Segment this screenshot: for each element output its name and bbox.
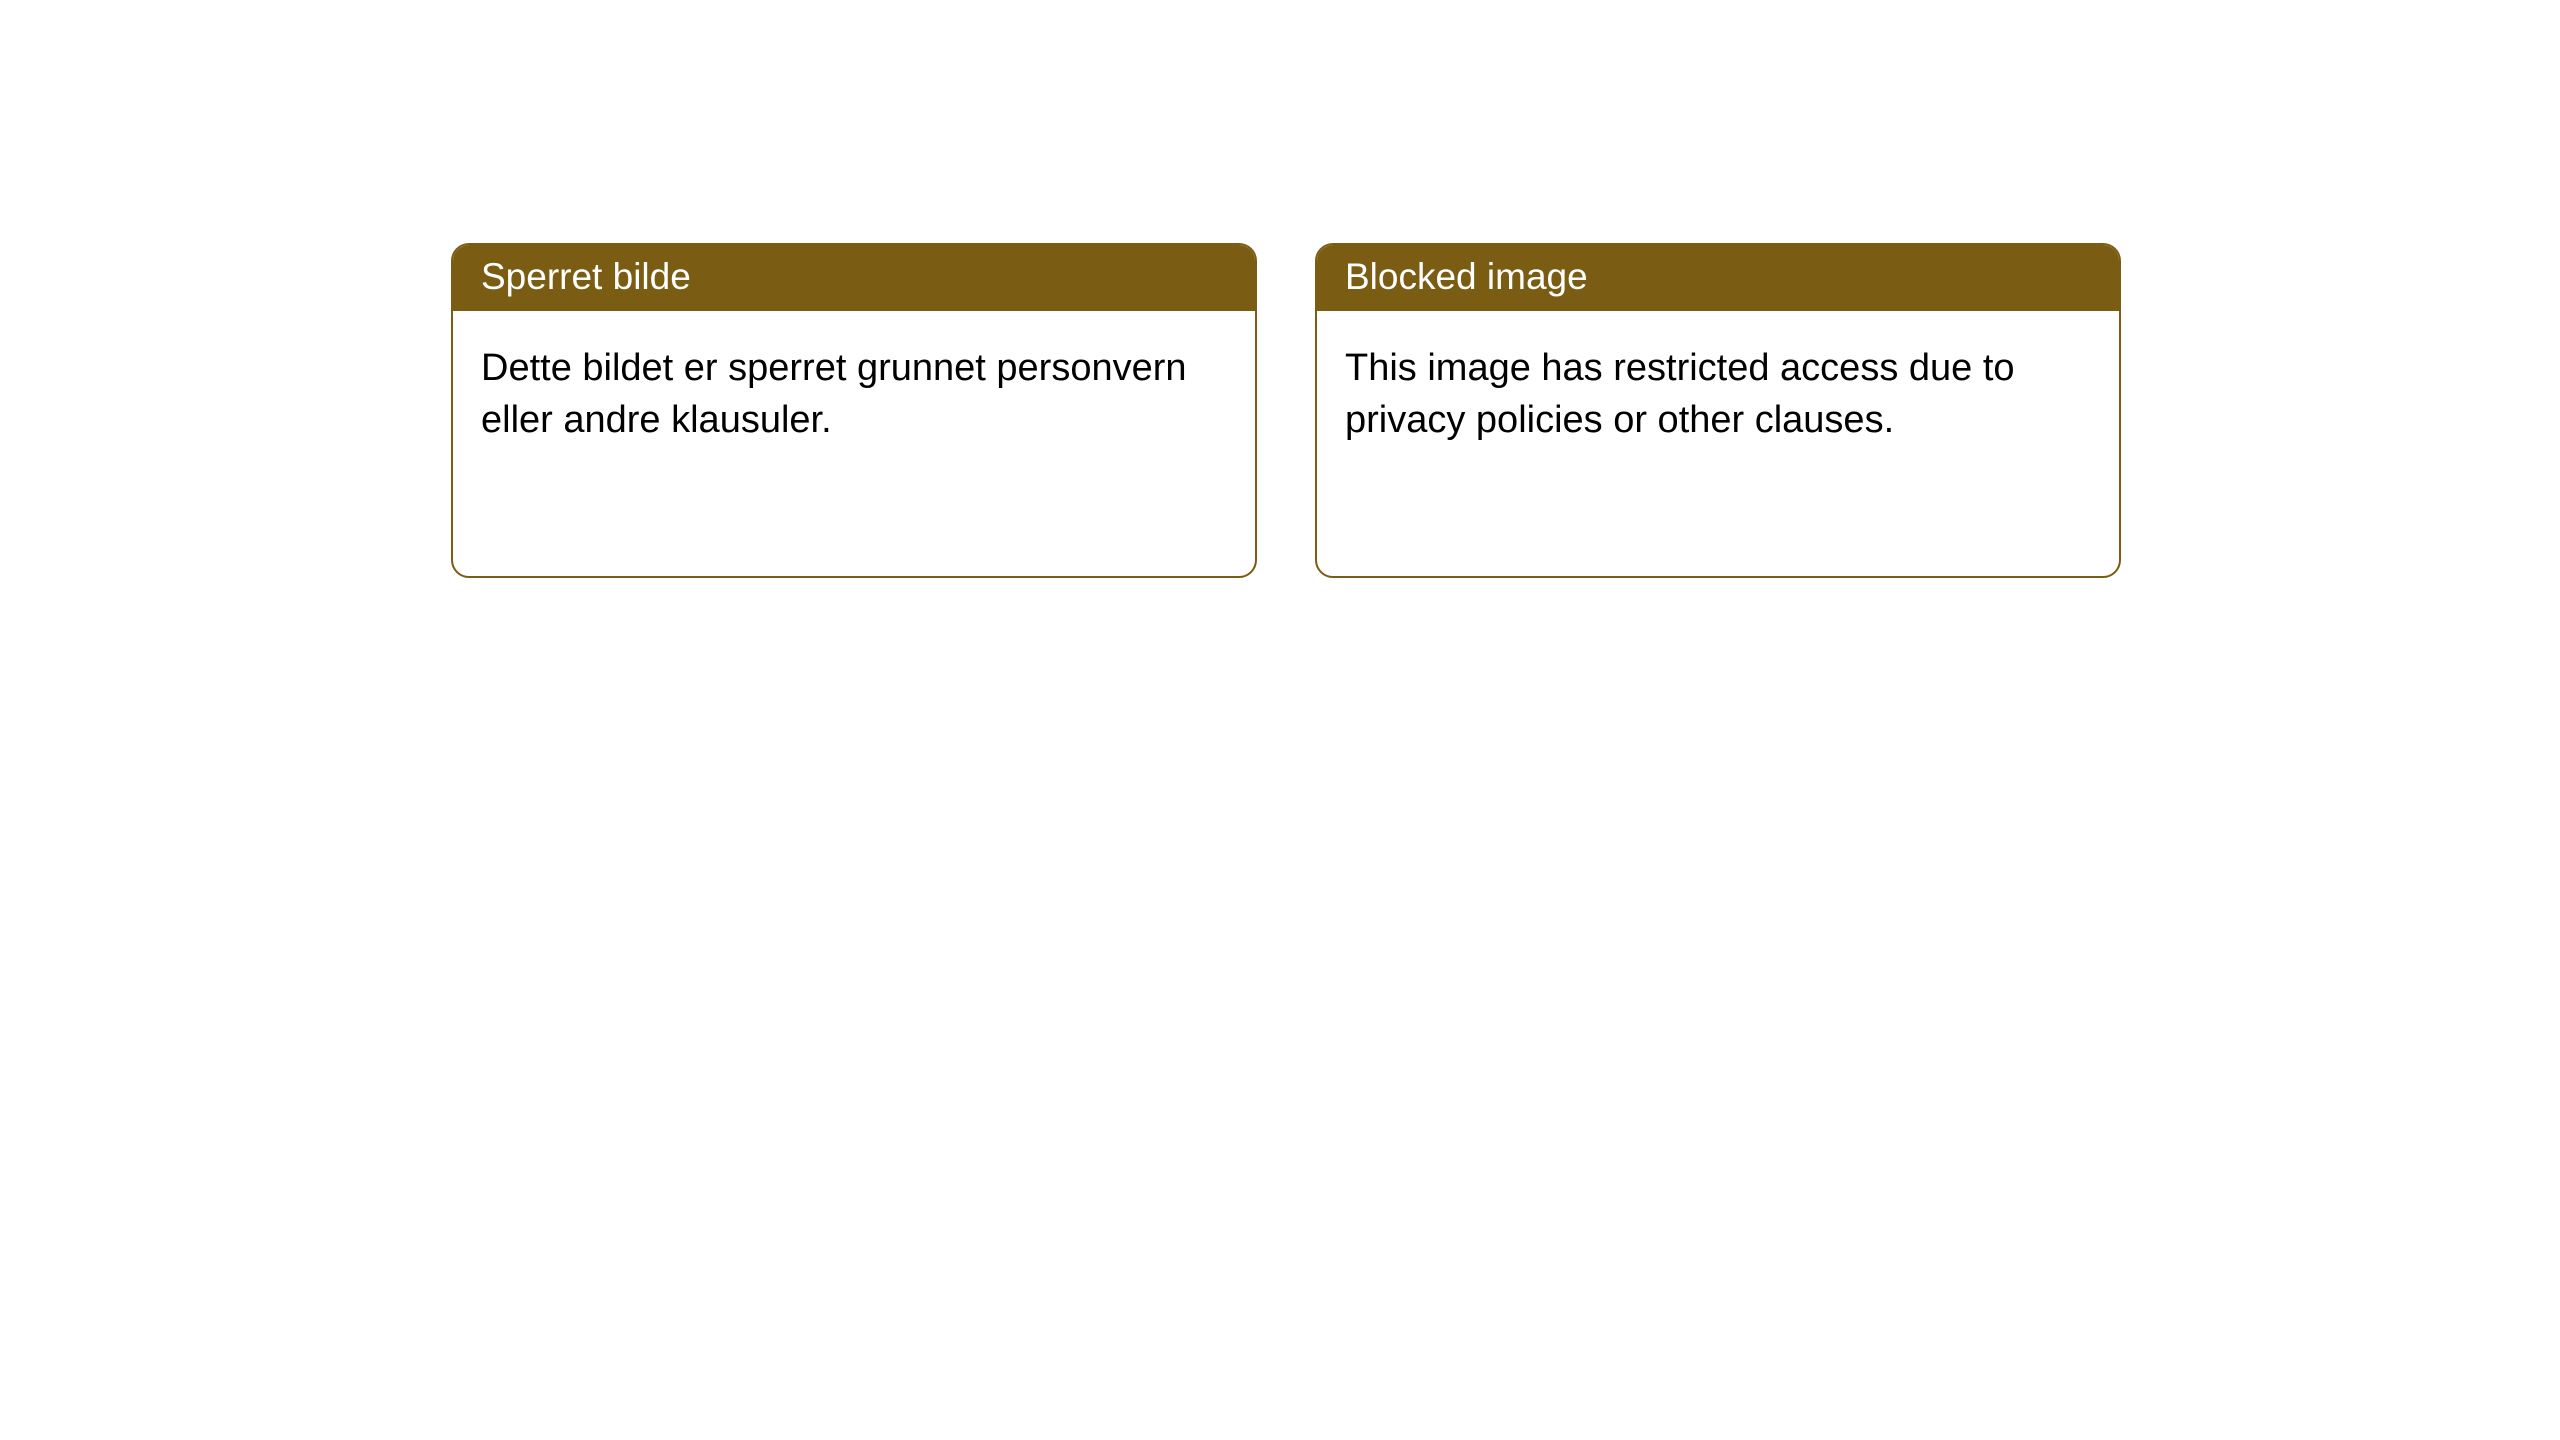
notice-container: Sperret bilde Dette bildet er sperret gr… — [451, 243, 2121, 578]
notice-body: This image has restricted access due to … — [1317, 311, 2119, 478]
notice-card-english: Blocked image This image has restricted … — [1315, 243, 2121, 578]
notice-card-norwegian: Sperret bilde Dette bildet er sperret gr… — [451, 243, 1257, 578]
notice-header: Blocked image — [1317, 245, 2119, 311]
notice-header: Sperret bilde — [453, 245, 1255, 311]
notice-body: Dette bildet er sperret grunnet personve… — [453, 311, 1255, 478]
